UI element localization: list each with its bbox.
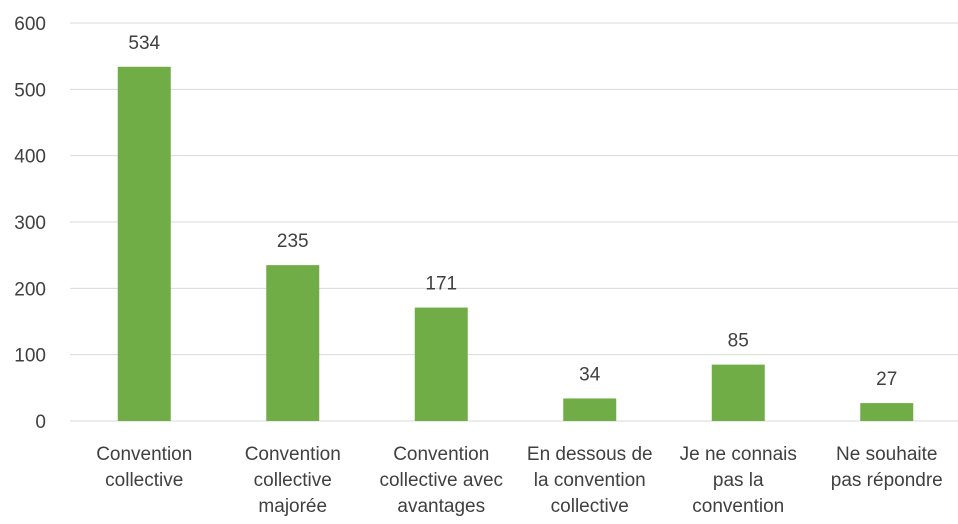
category-label-line: Convention (393, 444, 489, 465)
category-label-line: convention (692, 496, 784, 517)
data-labels: 534 235 171 34 85 27 (128, 33, 897, 390)
category-label-line: pas répondre (831, 470, 943, 491)
category-label: Ne souhaite pas répondre (831, 444, 943, 491)
category-label-line: Convention (245, 444, 341, 465)
data-label: 235 (277, 231, 309, 252)
category-label-line: Convention (96, 444, 192, 465)
y-tick-label: 600 (14, 14, 46, 35)
data-label: 34 (579, 364, 601, 385)
category-label: Convention collective majorée (245, 444, 341, 517)
y-tick-label: 200 (14, 279, 46, 300)
category-label-line: collective (254, 470, 332, 491)
category-label-line: collective avec (379, 470, 503, 491)
category-label-line: la convention (534, 470, 646, 491)
category-label: Je ne connais pas la convention (680, 444, 797, 517)
bar (117, 66, 171, 421)
category-label-line: majorée (258, 496, 327, 517)
data-label: 171 (425, 274, 457, 295)
data-label: 85 (728, 331, 749, 352)
category-label-line: pas la (713, 470, 764, 491)
data-label: 534 (128, 33, 160, 54)
category-label: Convention collective (96, 444, 192, 491)
bar (711, 364, 765, 421)
bar (266, 265, 320, 421)
y-tick-label: 100 (14, 346, 46, 367)
category-label-line: En dessous de (527, 444, 653, 465)
category-label: Convention collective avec avantages (379, 444, 503, 517)
x-axis-category-labels: Convention collective Convention collective… (96, 444, 943, 517)
y-tick-label: 0 (35, 412, 46, 433)
bars (117, 66, 914, 421)
category-label-line: Ne souhaite (836, 444, 937, 465)
bar (563, 398, 617, 421)
y-tick-label: 400 (14, 147, 46, 168)
category-label-line: collective (551, 496, 629, 517)
category-label-line: avantages (397, 496, 485, 517)
bar (414, 307, 468, 421)
bar (860, 403, 914, 421)
y-tick-label: 500 (14, 80, 46, 101)
data-label: 27 (876, 369, 897, 390)
gridlines (70, 22, 958, 422)
category-label-line: collective (105, 470, 183, 491)
category-label: En dessous de la convention collective (527, 444, 653, 517)
y-axis-tick-labels: 0 100 200 300 400 500 600 (14, 14, 46, 433)
y-tick-label: 300 (14, 213, 46, 234)
category-label-line: Je ne connais (680, 444, 797, 465)
